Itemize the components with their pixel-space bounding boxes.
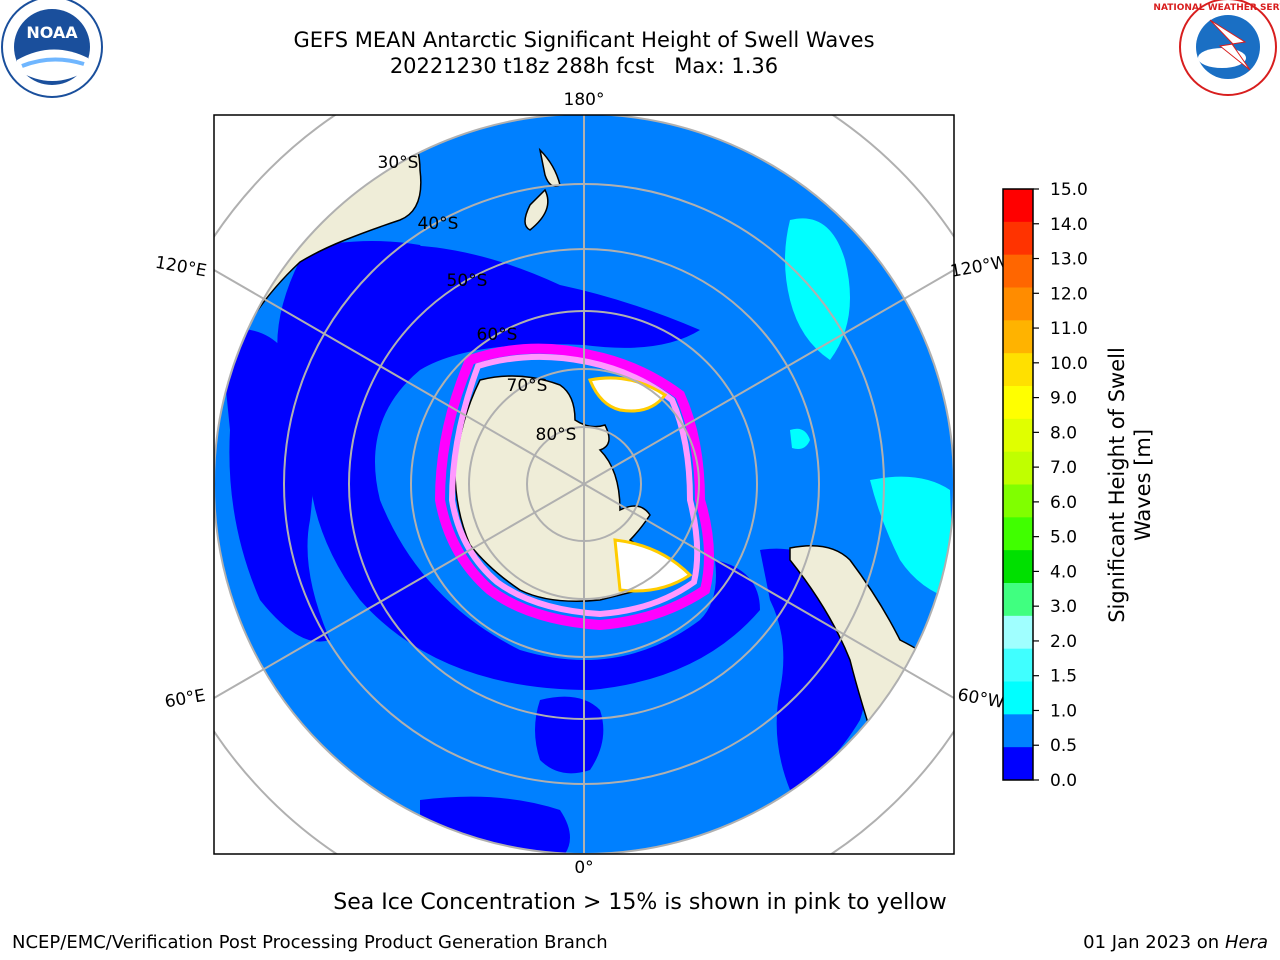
map-title-line1: GEFS MEAN Antarctic Significant Height o… — [293, 28, 875, 52]
lat-label-30s: 30°S — [378, 153, 419, 173]
colorbar-tick-label: 4.0 — [1050, 562, 1077, 582]
colorbar-swatch — [1003, 714, 1033, 748]
lon-label-0: 0° — [574, 858, 593, 878]
colorbar-swatch — [1003, 484, 1033, 518]
colorbar-swatch — [1003, 254, 1033, 288]
colorbar-tick-label: 15.0 — [1050, 180, 1088, 200]
sea-ice-edge — [434, 343, 714, 631]
lon-label-120w: 120°W — [949, 252, 1010, 282]
colorbar-border — [1002, 188, 1034, 781]
graticule — [214, 115, 954, 854]
colorbar-tick-label: 5.0 — [1050, 528, 1077, 548]
colorbar-tick-label: 13.0 — [1050, 250, 1088, 270]
lat-label-80s: 80°S — [536, 425, 577, 445]
low-swell-region — [535, 696, 604, 774]
colorbar-label-line1: Significant Height of Swell — [1105, 347, 1129, 623]
colorbar-tick-label: 7.0 — [1050, 458, 1077, 478]
colorbar-swatch — [1003, 681, 1033, 715]
colorbar-swatch — [1003, 550, 1033, 584]
colorbar-tick-label: 3.0 — [1050, 597, 1077, 617]
colorbar-swatch — [1003, 320, 1033, 354]
map-title-line2: 20221230 t18z 288h fcst Max: 1.36 — [389, 54, 779, 78]
colorbar-swatch — [1003, 583, 1033, 617]
colorbar-label-line2: Waves [m] — [1131, 429, 1155, 541]
nws-logo: NATIONAL WEATHER SERVICE — [1153, 0, 1280, 96]
colorbar-swatch — [1003, 418, 1033, 453]
lon-label-120e: 120°E — [154, 253, 208, 282]
colorbar-swatch — [1003, 353, 1033, 387]
colorbar-label: Significant Height of Swell Waves [m] — [1105, 347, 1155, 623]
colorbar-tick-label: 11.0 — [1050, 319, 1088, 339]
colorbar-swatch — [1003, 451, 1033, 485]
colorbar: 15.0 14.0 13.0 12.0 11.0 10.0 9.0 8.0 7.0 6.0 5.0 4… — [1002, 180, 1088, 791]
colorbar-swatch — [1003, 648, 1033, 682]
footer-credit: NCEP/EMC/Verification Post Processing Pr… — [12, 932, 608, 953]
low-swell-region — [220, 328, 330, 642]
colorbar-swatch — [1003, 386, 1033, 420]
map-frame — [213, 114, 955, 855]
colorbar-tick-label: 0.0 — [1050, 771, 1077, 791]
lon-label-60w: 60°W — [956, 685, 1006, 713]
nws-logo-ring-text: NATIONAL WEATHER SERVICE — [1153, 3, 1280, 13]
lat-label-50s: 50°S — [447, 271, 488, 291]
noaa-logo-text: NOAA — [26, 23, 78, 42]
colorbar-tick-label: 1.0 — [1050, 701, 1077, 721]
colorbar-tick-label: 0.5 — [1050, 736, 1077, 756]
colorbar-tick-label: 14.0 — [1050, 215, 1088, 235]
colorbar-tick-label: 1.5 — [1050, 667, 1077, 687]
colorbar-tick-label: 12.0 — [1050, 284, 1088, 304]
sea-ice-caption: Sea Ice Concentration > 15% is shown in … — [333, 890, 947, 915]
footer-host: Hera — [1224, 932, 1268, 953]
high-swell-region — [785, 218, 850, 360]
high-swell-region — [790, 428, 810, 449]
colorbar-swatch — [1003, 221, 1033, 256]
colorbar-tick-label: 10.0 — [1050, 354, 1088, 374]
lon-label-60e: 60°E — [163, 686, 207, 713]
lat-label-60s: 60°S — [477, 325, 518, 345]
colorbar-swatch — [1003, 747, 1033, 781]
colorbar-swatch — [1003, 189, 1033, 223]
colorbar-tick-label: 8.0 — [1050, 423, 1077, 443]
lon-label-180: 180° — [564, 90, 605, 110]
colorbar-tick-label: 6.0 — [1050, 493, 1077, 513]
footer-date-text: 01 Jan 2023 on — [1083, 932, 1225, 953]
low-swell-region — [277, 244, 760, 690]
noaa-logo: NOAA — [1, 0, 103, 98]
colorbar-swatch — [1003, 615, 1033, 650]
colorbar-tick-label: 9.0 — [1050, 389, 1077, 409]
high-swell-region — [870, 476, 954, 600]
colorbar-tick-label: 2.0 — [1050, 632, 1077, 652]
colorbar-swatch — [1003, 517, 1033, 551]
footer-date: 01 Jan 2023 on Hera — [1083, 932, 1268, 953]
lat-label-70s: 70°S — [507, 376, 548, 396]
colorbar-swatch — [1003, 287, 1033, 321]
lat-label-40s: 40°S — [418, 214, 459, 234]
